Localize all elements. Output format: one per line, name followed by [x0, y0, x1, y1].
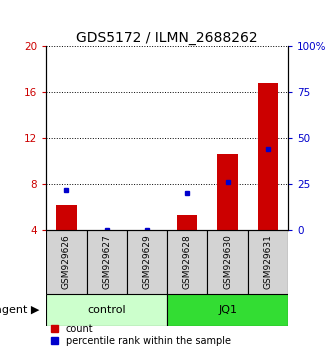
Bar: [97, 229, 117, 230]
Text: JQ1: JQ1: [218, 305, 237, 315]
Bar: [177, 215, 197, 230]
Bar: [87, 230, 127, 294]
Legend: count, percentile rank within the sample: count, percentile rank within the sample: [51, 324, 231, 346]
Text: GSM929628: GSM929628: [183, 235, 192, 289]
Bar: [258, 83, 278, 230]
Text: agent ▶: agent ▶: [0, 305, 40, 315]
Text: GSM929626: GSM929626: [62, 235, 71, 289]
Text: GSM929629: GSM929629: [143, 235, 152, 289]
Bar: [167, 294, 288, 326]
Bar: [167, 230, 208, 294]
Text: GSM929631: GSM929631: [263, 234, 272, 290]
Bar: [56, 205, 76, 230]
Text: GSM929627: GSM929627: [102, 235, 111, 289]
Bar: [217, 154, 238, 230]
Bar: [127, 230, 167, 294]
Text: control: control: [87, 305, 126, 315]
Bar: [46, 230, 87, 294]
Bar: [46, 294, 167, 326]
Bar: [208, 230, 248, 294]
Bar: [248, 230, 288, 294]
Title: GDS5172 / ILMN_2688262: GDS5172 / ILMN_2688262: [76, 31, 258, 45]
Text: GSM929630: GSM929630: [223, 234, 232, 290]
Bar: [137, 229, 157, 230]
